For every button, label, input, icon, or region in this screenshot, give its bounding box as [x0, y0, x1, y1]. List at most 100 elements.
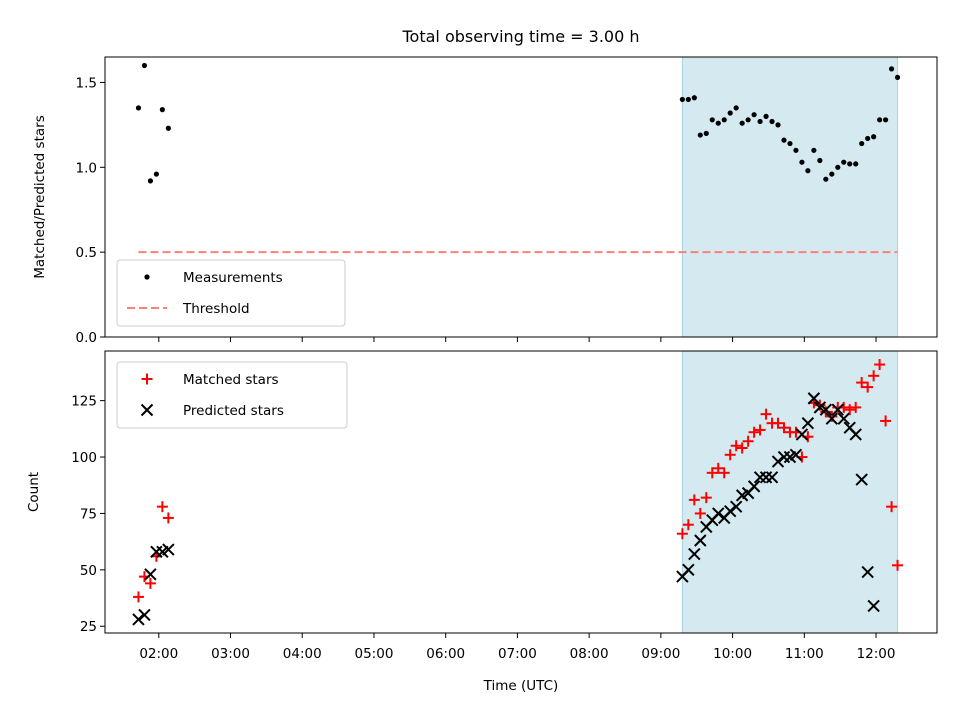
measurement-point: [865, 135, 871, 142]
matched-star-point: [886, 501, 898, 513]
measurement-point: [745, 117, 751, 123]
measurement-point: [835, 164, 841, 170]
matched-star-point: [724, 449, 736, 461]
measurement-point: [799, 159, 805, 165]
bottom-y-axis-label: Count: [26, 472, 42, 512]
matched-star-point: [874, 359, 886, 371]
legend-label: Measurements: [183, 270, 283, 286]
bottom-observing-band: [681, 350, 899, 634]
measurement-point: [135, 105, 142, 111]
x-tick-label: 10:00: [713, 646, 752, 662]
x-tick-label: 12:00: [857, 646, 896, 662]
predicted-star-point: [688, 547, 701, 561]
measurement-point: [894, 74, 901, 80]
x-tick-label: 03:00: [211, 646, 250, 662]
x-tick-label: 09:00: [641, 646, 680, 662]
matched-star-point: [850, 401, 862, 413]
bottom-y-tick-label: 100: [71, 450, 97, 466]
matched-star-point: [844, 404, 856, 416]
legend-box: [116, 259, 346, 327]
measurement-point: [165, 125, 171, 131]
bottom-axes-frame: [104, 350, 938, 634]
measurement-point: [787, 140, 793, 147]
matched-star-point: [778, 422, 790, 434]
matched-star-point: [742, 435, 754, 447]
top-y-tick-label: 1.0: [76, 160, 97, 176]
predicted-star-point: [694, 534, 707, 547]
predicted-star-point: [795, 428, 809, 441]
measurement-point: [757, 118, 763, 125]
matched-star-point: [736, 442, 748, 454]
measurement-point: [727, 110, 733, 116]
measurement-point: [733, 105, 739, 111]
measurement-point: [829, 171, 835, 177]
bottom-y-tick-label: 50: [80, 563, 97, 579]
predicted-star-point: [831, 403, 844, 416]
measurement-point: [153, 171, 160, 177]
matched-star-point: [862, 381, 874, 393]
matched-star-point: [712, 462, 724, 474]
measurement-point: [709, 117, 715, 123]
measurement-point: [739, 120, 745, 126]
matched-star-point: [156, 501, 168, 513]
legend-label: Predicted stars: [183, 403, 284, 419]
x-tick-label: 06:00: [426, 646, 465, 662]
matched-star-point: [706, 467, 718, 479]
predicted-star-point: [682, 563, 695, 577]
top-observing-band: [681, 56, 899, 338]
predicted-star-point: [807, 392, 821, 405]
x-tick-label: 05:00: [355, 646, 394, 662]
predicted-star-point: [771, 455, 785, 468]
matched-star-point: [772, 417, 784, 429]
measurement-point: [841, 159, 847, 165]
top-y-axis-label: Matched/Predicted stars: [32, 115, 48, 278]
predicted-star-point: [819, 403, 833, 416]
measurement-point: [859, 140, 865, 147]
legend-marker-measurements: [144, 274, 150, 280]
x-tick-label: 04:00: [283, 646, 322, 662]
matched-star-point: [892, 559, 904, 571]
predicted-star-point: [855, 473, 868, 486]
measurement-point: [877, 117, 883, 123]
count-panel: 25 50 75 100 125 02:00 03:00 04:00 05:00 06:00 07:…: [26, 350, 938, 662]
bottom-legend: Matched stars Predicted stars: [116, 361, 348, 429]
matched-star-point: [144, 577, 156, 589]
matched-star-point: [694, 507, 706, 519]
predicted-star-point: [867, 599, 880, 613]
predicted-star-point: [138, 608, 151, 622]
matched-star-point: [682, 519, 694, 531]
matched-star-point: [676, 528, 688, 540]
measurement-point: [811, 147, 817, 153]
measurement-point: [847, 161, 853, 167]
measurement-point: [817, 157, 823, 164]
top-series-1: [135, 62, 901, 184]
predicted-star-point: [712, 507, 725, 520]
measurement-point: [159, 107, 165, 113]
measurement-point: [685, 96, 691, 103]
predicted-star-point: [861, 565, 874, 579]
top-legend: Measurements Threshold: [116, 259, 346, 327]
bottom-series-2: [132, 392, 880, 626]
measurement-point: [871, 134, 877, 140]
measurement-point: [853, 161, 859, 167]
legend-marker-matched: [141, 373, 153, 385]
measurement-point: [141, 62, 148, 69]
x-axis-label: Time (UTC): [483, 678, 559, 694]
predicted-star-point: [144, 568, 157, 581]
predicted-star-point: [765, 471, 779, 484]
measurement-point: [781, 137, 787, 143]
top-y-tick-label: 0.5: [76, 245, 97, 261]
predicted-star-point: [837, 412, 850, 425]
measurement-point: [793, 147, 799, 153]
bottom-y-tick-label: 75: [80, 506, 97, 522]
matched-star-point: [868, 370, 880, 382]
measurement-point: [888, 66, 895, 72]
measurement-point: [805, 168, 811, 174]
measurement-point: [679, 96, 685, 103]
legend-label: Matched stars: [183, 372, 279, 388]
matched-star-point: [718, 467, 730, 479]
measurement-point: [721, 117, 727, 123]
top-y-tick-label: 1.5: [76, 75, 97, 91]
predicted-star-point: [162, 543, 175, 556]
